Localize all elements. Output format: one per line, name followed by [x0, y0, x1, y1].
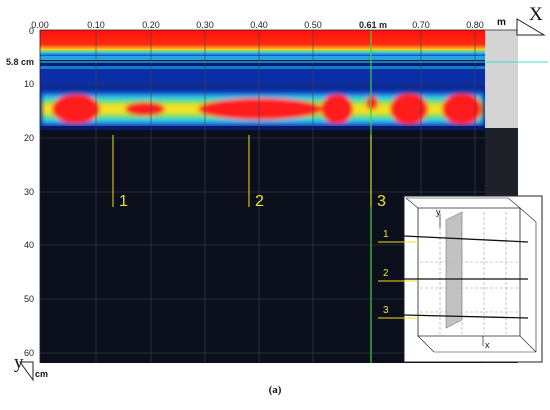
- x-axis-label: X: [529, 4, 543, 25]
- y-cursor-readout: 5.8 cm: [5, 57, 34, 67]
- x-tick-label: 0.20: [142, 20, 160, 30]
- marker-label-2: 2: [255, 193, 264, 210]
- y-axis-label: y: [14, 352, 24, 373]
- x-axis-corner-icon: [516, 18, 546, 36]
- figure-caption: (a): [268, 384, 282, 396]
- x-tick-label: 0.80: [466, 20, 484, 30]
- x-tick-label: 0.50: [304, 20, 322, 30]
- x-cursor-readout: 0.61 m: [358, 20, 388, 30]
- inset-label-3: 3: [383, 305, 389, 316]
- inset-diagram: [378, 195, 543, 363]
- y-unit-label: cm: [35, 369, 49, 379]
- x-tick-label: 0.10: [87, 20, 105, 30]
- inset-label-1: 1: [383, 229, 389, 240]
- y-tick-label: 40: [23, 240, 34, 250]
- inset-axis-x: x: [485, 340, 490, 350]
- inset-axis-y: y: [436, 207, 441, 217]
- y-tick-label: 60: [23, 348, 34, 358]
- marker-label-1: 1: [119, 193, 128, 210]
- surface-reflection: [40, 30, 485, 56]
- marker-label-3: 3: [377, 193, 386, 210]
- y-tick-label: 10: [23, 79, 34, 89]
- hot-band: [42, 92, 483, 126]
- y-tick-label: 20: [23, 133, 34, 143]
- x-tick-label: 0.00: [31, 20, 49, 30]
- x-tick-label: 0.40: [250, 20, 268, 30]
- inset-label-2: 2: [383, 268, 389, 279]
- y-tick-label: 50: [23, 294, 34, 304]
- y-axis-corner-icon: [19, 361, 34, 382]
- grey-panel-top: [485, 30, 518, 128]
- x-tick-label: 0.30: [196, 20, 214, 30]
- y-tick-label: 0: [28, 26, 34, 36]
- x-tick-label: 0.70: [412, 20, 430, 30]
- x-unit-label: m: [497, 17, 506, 28]
- y-tick-label: 30: [23, 187, 34, 197]
